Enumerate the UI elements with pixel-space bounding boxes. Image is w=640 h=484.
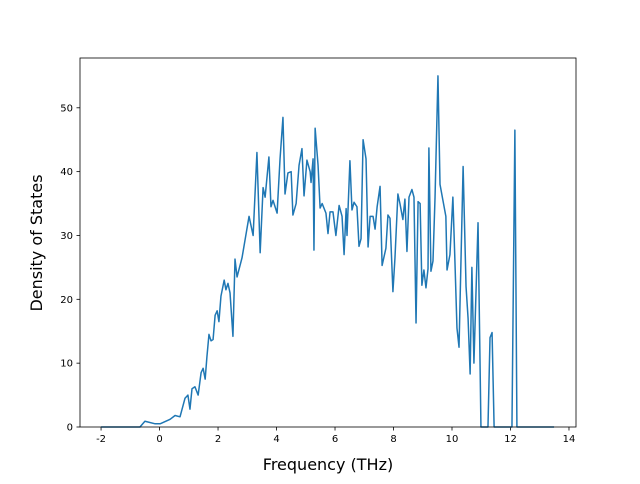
y-tick-label: 40 (60, 167, 73, 178)
y-tick-label: 30 (60, 231, 73, 242)
y-tick-label: 10 (60, 359, 73, 370)
x-tick-label: 0 (156, 434, 162, 445)
x-tick-label: 10 (446, 434, 459, 445)
x-tick-label: 14 (563, 434, 576, 445)
x-tick-label: -2 (96, 434, 106, 445)
y-tick-label: 0 (67, 423, 73, 434)
x-tick-label: 4 (273, 434, 279, 445)
x-tick-label: 6 (332, 434, 338, 445)
x-tick-label: 8 (390, 434, 396, 445)
y-tick-label: 20 (60, 295, 73, 306)
data-line (101, 75, 555, 428)
y-tick-label: 50 (60, 103, 73, 114)
x-tick-label: 12 (504, 434, 517, 445)
y-axis-label: Density of States (27, 174, 46, 311)
x-axis-label: Frequency (THz) (263, 455, 393, 474)
x-tick-label: 2 (215, 434, 221, 445)
plot-frame (79, 57, 577, 428)
